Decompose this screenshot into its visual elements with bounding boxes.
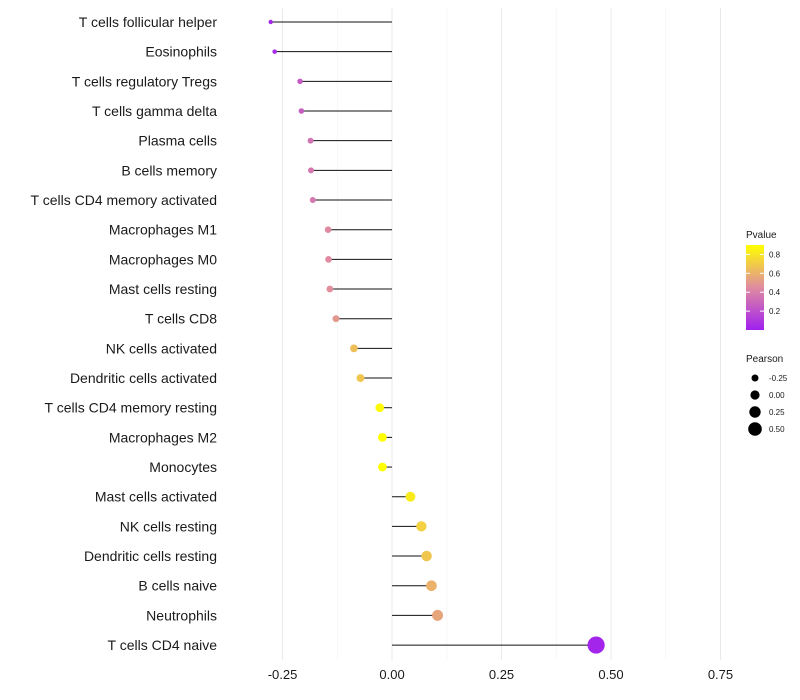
lollipop-point [325,256,332,263]
pvalue-tick-label: 0.4 [769,288,781,297]
grid-lines [282,8,721,660]
lollipop-point [405,491,416,502]
lollipop-points [268,19,605,654]
category-label: Dendritic cells resting [84,548,217,564]
pearson-legend-title: Pearson [746,354,783,365]
x-axis-ticks: -0.25 0.00 0.25 0.50 0.75 [268,667,733,682]
lollipop-point [421,550,432,562]
pearson-key-label: 0.50 [769,425,785,434]
category-label: Mast cells resting [109,281,217,297]
lollipop-point [272,49,277,54]
category-label: Macrophages M0 [109,251,217,267]
lollipop-stems [270,21,597,646]
category-label: T cells CD4 naive [108,637,218,653]
lollipop-point [308,167,315,174]
lollipop-point [375,403,385,413]
category-label: T cells gamma delta [92,103,217,119]
lollipop-point [378,432,387,442]
pvalue-tick-label: 0.8 [769,250,781,259]
x-tick-label: -0.25 [268,667,298,682]
lollipop-point [332,315,340,323]
lollipop-point [356,374,365,383]
pearson-key-dot [751,374,759,382]
pvalue-legend: Pvalue 0.2 0.4 0.6 0.8 [746,230,781,330]
pearson-key-dot [750,390,760,400]
category-label: NK cells activated [106,340,217,356]
lollipop-point [432,609,444,621]
pvalue-tick-label: 0.2 [769,307,781,316]
lollipop-point [426,580,437,592]
pearson-legend: Pearson -0.25 0.00 0.25 0.50 [746,354,788,436]
category-label: T cells CD8 [145,311,217,327]
category-label: T cells regulatory Tregs [72,73,217,89]
x-tick-label: 0.25 [489,667,514,682]
lollipop-point [416,521,427,532]
pearson-key-label: 0.25 [769,408,785,417]
category-label: NK cells resting [120,518,217,534]
category-labels: T cells follicular helper Eosinophils T ce… [31,14,218,653]
pearson-key-label: 0.00 [769,391,785,400]
pvalue-legend-title: Pvalue [746,230,777,241]
lollipop-point [350,344,358,353]
category-label: T cells CD4 memory activated [31,192,217,208]
pvalue-colorbar [746,245,764,330]
category-label: B cells naive [138,578,217,594]
category-label: Eosinophils [145,44,217,60]
category-label: Plasma cells [138,133,217,149]
lollipop-point [326,285,334,293]
lollipop-point [378,462,387,472]
category-label: Macrophages M2 [109,429,217,445]
category-label: B cells memory [121,162,217,178]
lollipop-point [298,108,305,114]
x-tick-label: 0.00 [379,667,404,682]
pearson-key-label: -0.25 [769,374,788,383]
lollipop-point [268,19,273,25]
lollipop-point [309,196,316,204]
category-label: Neutrophils [146,607,217,623]
pearson-key-dot [749,406,761,418]
category-label: Macrophages M1 [109,222,217,238]
lollipop-point [587,636,605,654]
lollipop-point [297,78,303,85]
pvalue-tick-label: 0.6 [769,269,781,278]
category-label: T cells CD4 memory resting [45,400,217,416]
x-tick-label: 0.75 [708,667,733,682]
pearson-key-dot [748,422,762,436]
category-label: T cells follicular helper [79,14,218,30]
category-label: Dendritic cells activated [70,370,217,386]
category-label: Mast cells activated [95,489,217,505]
lollipop-point [307,137,314,144]
category-label: Monocytes [149,459,217,475]
lollipop-point [324,226,332,234]
x-tick-label: 0.50 [598,667,623,682]
